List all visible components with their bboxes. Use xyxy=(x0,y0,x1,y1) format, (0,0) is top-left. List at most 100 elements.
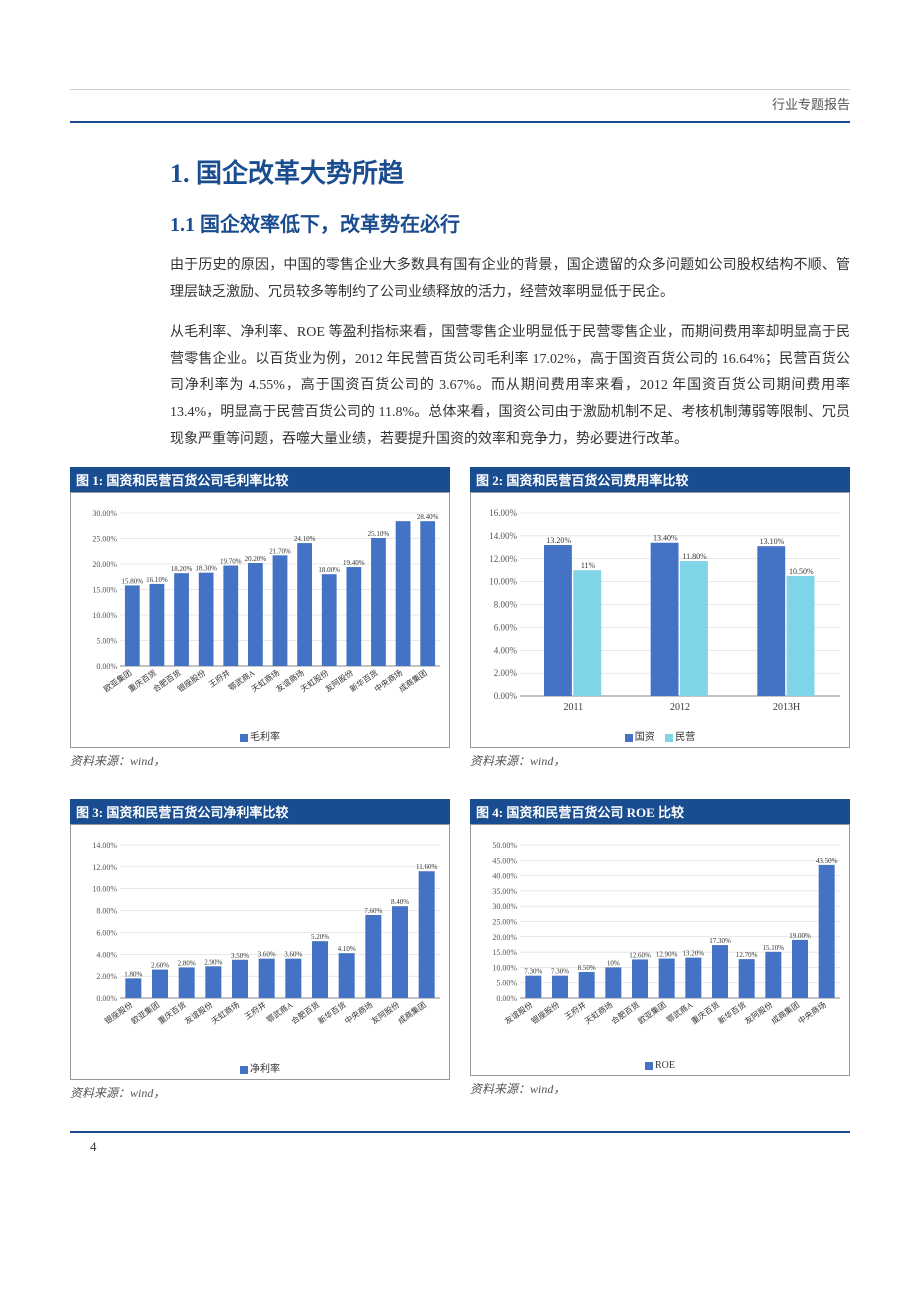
svg-text:30.00%: 30.00% xyxy=(92,509,117,518)
svg-text:0.00%: 0.00% xyxy=(96,994,117,1003)
chart-4-title: 图 4: 国资和民营百货公司 ROE 比较 xyxy=(470,799,850,824)
svg-text:11.80%: 11.80% xyxy=(682,552,707,561)
svg-text:天虹商场: 天虹商场 xyxy=(209,1000,241,1027)
svg-text:8.00%: 8.00% xyxy=(96,907,117,916)
svg-text:10%: 10% xyxy=(607,960,620,968)
svg-text:成商集团: 成商集团 xyxy=(396,1000,428,1027)
svg-text:12.00%: 12.00% xyxy=(489,554,517,564)
svg-text:20.00%: 20.00% xyxy=(492,933,517,942)
svg-text:45.00%: 45.00% xyxy=(492,856,517,865)
svg-text:17.30%: 17.30% xyxy=(709,937,731,945)
chart-1-svg: 0.00%5.00%10.00%15.00%20.00%25.00%30.00%… xyxy=(75,501,445,721)
header-category-label: 行业专题报告 xyxy=(70,90,850,117)
chart-2-source: 资料来源：wind， xyxy=(470,752,850,769)
chart-4-legend-label: ROE xyxy=(655,1060,675,1071)
chart-4-svg: 0.00%5.00%10.00%15.00%20.00%25.00%30.00%… xyxy=(475,833,845,1053)
svg-text:20.00%: 20.00% xyxy=(92,560,117,569)
charts-row-1: 图 1: 国资和民营百货公司毛利率比较 0.00%5.00%10.00%15.0… xyxy=(70,467,850,769)
svg-text:8.50%: 8.50% xyxy=(578,964,596,972)
svg-text:成商集团: 成商集团 xyxy=(397,668,429,695)
svg-text:13.20%: 13.20% xyxy=(683,950,705,958)
svg-text:13.40%: 13.40% xyxy=(653,534,678,543)
chart-4-box: 图 4: 国资和民营百货公司 ROE 比较 0.00%5.00%10.00%15… xyxy=(470,799,850,1101)
svg-text:18.30%: 18.30% xyxy=(195,565,217,573)
page-footer: 4 xyxy=(70,1131,850,1155)
svg-text:4.10%: 4.10% xyxy=(338,945,356,953)
svg-text:30.00%: 30.00% xyxy=(492,902,517,911)
svg-text:25.10%: 25.10% xyxy=(368,530,390,538)
section-heading-1: 1. 国企改革大势所趋 xyxy=(170,153,850,190)
page-header: 行业专题报告 xyxy=(70,50,850,123)
page-number: 4 xyxy=(70,1139,850,1155)
chart-1-box: 图 1: 国资和民营百货公司毛利率比较 0.00%5.00%10.00%15.0… xyxy=(70,467,450,769)
svg-text:16.00%: 16.00% xyxy=(489,508,517,518)
svg-text:28.40%: 28.40% xyxy=(417,513,439,521)
svg-text:3.60%: 3.60% xyxy=(258,951,276,959)
svg-text:欧亚集团: 欧亚集团 xyxy=(636,1000,668,1027)
svg-text:8.00%: 8.00% xyxy=(494,600,518,610)
svg-text:2012: 2012 xyxy=(670,702,690,713)
chart-3-area: 0.00%2.00%4.00%6.00%8.00%10.00%12.00%14.… xyxy=(70,824,450,1080)
svg-text:43.50%: 43.50% xyxy=(816,857,838,865)
chart-1-legend-label: 毛利率 xyxy=(250,732,280,743)
chart-2-area: 0.00%2.00%4.00%6.00%8.00%10.00%12.00%14.… xyxy=(470,492,850,748)
svg-text:10.50%: 10.50% xyxy=(789,567,814,576)
chart-4-source: 资料来源：wind， xyxy=(470,1080,850,1097)
svg-text:2.00%: 2.00% xyxy=(96,972,117,981)
svg-text:重庆百货: 重庆百货 xyxy=(156,1000,188,1027)
svg-text:19.40%: 19.40% xyxy=(343,559,365,567)
svg-text:15.80%: 15.80% xyxy=(122,578,144,586)
svg-text:0.00%: 0.00% xyxy=(496,994,517,1003)
svg-text:3.60%: 3.60% xyxy=(284,951,302,959)
charts-row-2: 图 3: 国资和民营百货公司净利率比较 0.00% 2.00% 4.00% 6.00%… xyxy=(70,799,850,1101)
svg-text:7.60%: 7.60% xyxy=(364,907,382,915)
svg-text:25.00%: 25.00% xyxy=(92,535,117,544)
svg-text:13.20%: 13.20% xyxy=(546,536,571,545)
svg-text:成商集团: 成商集团 xyxy=(769,1000,801,1027)
svg-text:12.60%: 12.60% xyxy=(629,952,651,960)
svg-text:21.70%: 21.70% xyxy=(269,547,291,555)
chart-2-box: 图 2: 国资和民营百货公司费用率比较 0.00%2.00%4.00%6.00%… xyxy=(470,467,850,769)
svg-text:7.30%: 7.30% xyxy=(551,968,569,976)
svg-text:14.00%: 14.00% xyxy=(92,841,117,850)
svg-text:16.10%: 16.10% xyxy=(146,576,168,584)
chart-4-area: 0.00%5.00%10.00%15.00%20.00%25.00%30.00%… xyxy=(470,824,850,1076)
svg-text:50.00%: 50.00% xyxy=(492,841,517,850)
chart-3-title: 图 3: 国资和民营百货公司净利率比较 xyxy=(70,799,450,824)
svg-text:2.80%: 2.80% xyxy=(178,960,196,968)
svg-text:友阿股份: 友阿股份 xyxy=(743,1000,775,1027)
svg-text:35.00%: 35.00% xyxy=(492,887,517,896)
svg-text:银座股份: 银座股份 xyxy=(529,1000,561,1027)
svg-text:友谊股份: 友谊股份 xyxy=(503,1000,535,1027)
paragraph-1: 由于历史的原因，中国的零售企业大多数具有国有企业的背景，国企遗留的众多问题如公司… xyxy=(170,253,850,306)
svg-text:2013H: 2013H xyxy=(773,702,800,713)
svg-text:12.70%: 12.70% xyxy=(736,951,758,959)
svg-text:19.70%: 19.70% xyxy=(220,558,242,566)
chart-2-legend-0: 国资 xyxy=(635,732,655,743)
svg-text:13.10%: 13.10% xyxy=(760,537,785,546)
svg-text:3.50%: 3.50% xyxy=(231,952,249,960)
svg-text:鄂武商A: 鄂武商A xyxy=(664,999,694,1024)
svg-text:银座股份: 银座股份 xyxy=(103,1000,135,1027)
svg-text:7.30%: 7.30% xyxy=(524,968,542,976)
svg-text:11%: 11% xyxy=(581,561,596,570)
svg-text:4.00%: 4.00% xyxy=(96,950,117,959)
svg-text:鄂武商A: 鄂武商A xyxy=(264,999,294,1024)
svg-text:5.00%: 5.00% xyxy=(496,979,517,988)
svg-text:2.90%: 2.90% xyxy=(204,958,222,966)
svg-text:24.10%: 24.10% xyxy=(294,535,316,543)
svg-text:11.60%: 11.60% xyxy=(416,863,437,871)
chart-2-legend: 国资 民营 xyxy=(475,728,845,743)
svg-text:15.10%: 15.10% xyxy=(763,944,785,952)
svg-text:新华百货: 新华百货 xyxy=(316,1000,348,1027)
svg-text:王府井: 王府井 xyxy=(242,1000,267,1022)
svg-text:10.00%: 10.00% xyxy=(92,611,117,620)
svg-text:8.40%: 8.40% xyxy=(391,898,409,906)
svg-text:6.00%: 6.00% xyxy=(96,929,117,938)
svg-text:12.00%: 12.00% xyxy=(92,863,117,872)
svg-text:合肥百货: 合肥百货 xyxy=(609,1000,641,1027)
svg-text:10.00%: 10.00% xyxy=(489,577,517,587)
chart-1-title: 图 1: 国资和民营百货公司毛利率比较 xyxy=(70,467,450,492)
svg-text:0.00%: 0.00% xyxy=(494,691,518,701)
content-area: 1. 国企改革大势所趋 1.1 国企效率低下，改革势在必行 由于历史的原因，中国… xyxy=(70,153,850,1101)
